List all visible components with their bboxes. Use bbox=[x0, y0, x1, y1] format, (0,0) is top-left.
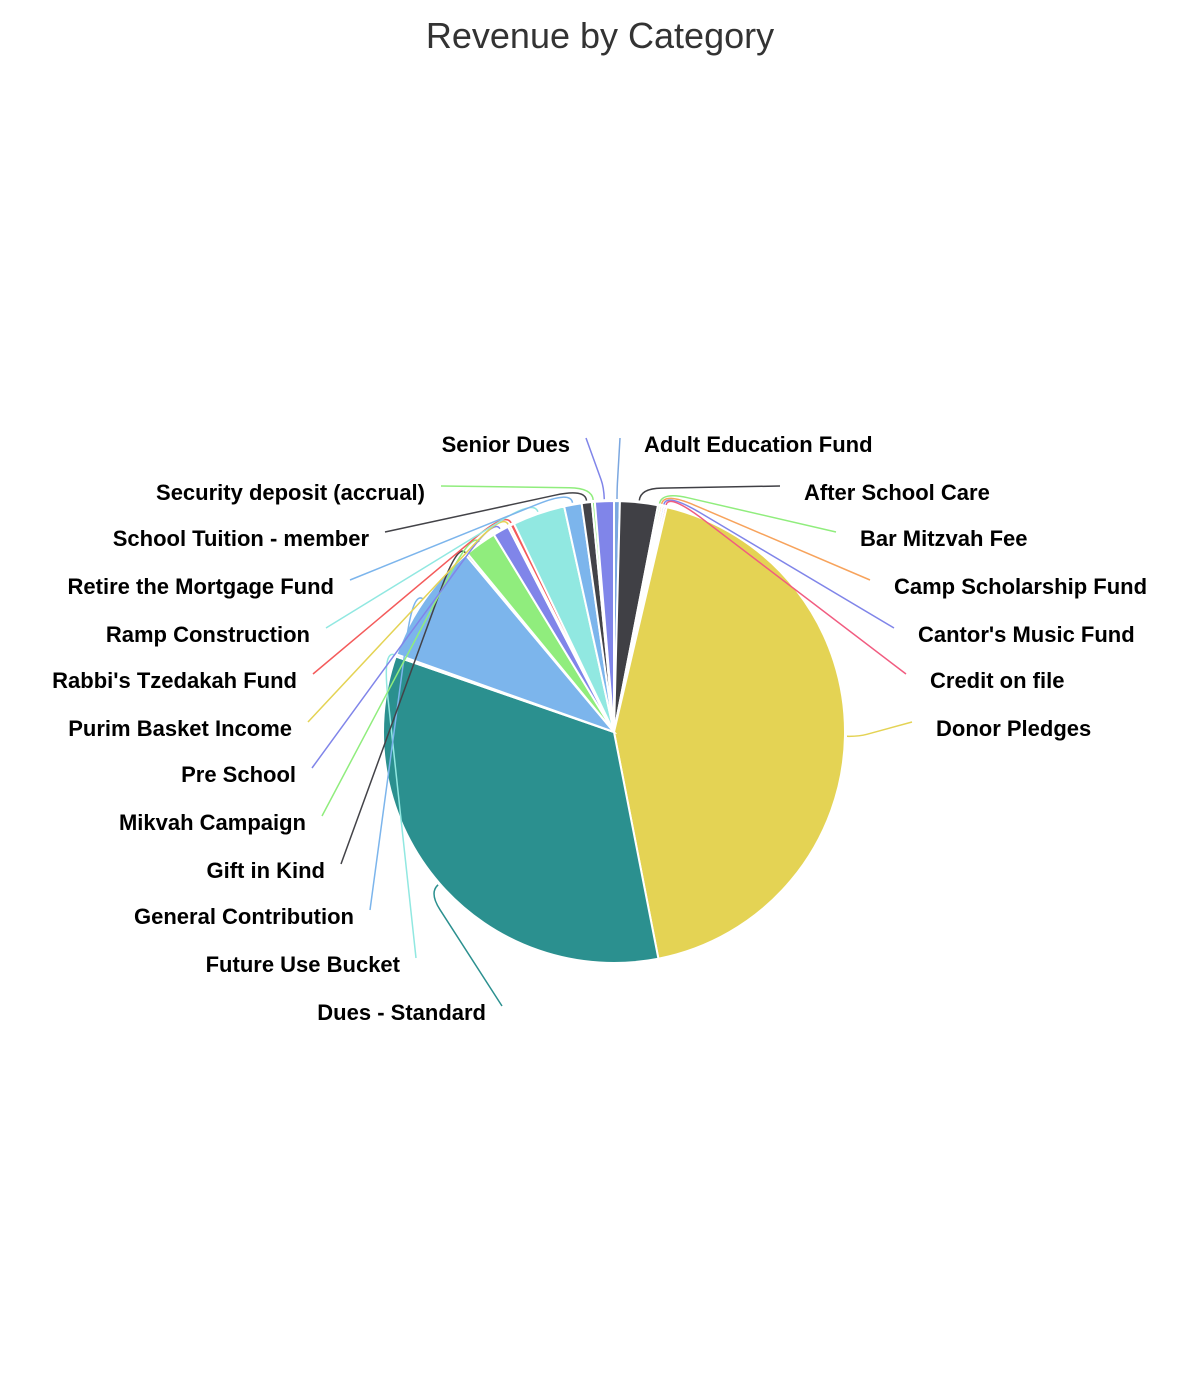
label-security-deposit-accrual: Security deposit (accrual) bbox=[156, 480, 425, 505]
label-pre-school: Pre School bbox=[181, 762, 296, 787]
connector-after-school-care bbox=[639, 486, 780, 500]
connector-donor-pledges bbox=[847, 722, 912, 736]
label-camp-scholarship-fund: Camp Scholarship Fund bbox=[894, 574, 1147, 599]
label-school-tuition-member: School Tuition - member bbox=[113, 526, 370, 551]
label-senior-dues: Senior Dues bbox=[442, 432, 570, 457]
label-credit-on-file: Credit on file bbox=[930, 668, 1064, 693]
label-adult-education-fund: Adult Education Fund bbox=[644, 432, 873, 457]
chart-title: Revenue by Category bbox=[426, 15, 774, 56]
label-donor-pledges: Donor Pledges bbox=[936, 716, 1091, 741]
connector-adult-education-fund bbox=[617, 438, 620, 499]
label-after-school-care: After School Care bbox=[804, 480, 990, 505]
label-mikvah-campaign: Mikvah Campaign bbox=[119, 810, 306, 835]
label-gift-in-kind: Gift in Kind bbox=[206, 858, 325, 883]
label-bar-mitzvah-fee: Bar Mitzvah Fee bbox=[860, 526, 1028, 551]
label-purim-basket-income: Purim Basket Income bbox=[68, 716, 292, 741]
label-ramp-construction: Ramp Construction bbox=[106, 622, 310, 647]
label-retire-the-mortgage-fund: Retire the Mortgage Fund bbox=[68, 574, 334, 599]
label-general-contribution: General Contribution bbox=[134, 904, 354, 929]
label-cantor-s-music-fund: Cantor's Music Fund bbox=[918, 622, 1135, 647]
label-dues-standard: Dues - Standard bbox=[317, 1000, 486, 1025]
connector-senior-dues bbox=[586, 438, 604, 499]
label-rabbi-s-tzedakah-fund: Rabbi's Tzedakah Fund bbox=[52, 668, 297, 693]
label-future-use-bucket: Future Use Bucket bbox=[206, 952, 401, 977]
